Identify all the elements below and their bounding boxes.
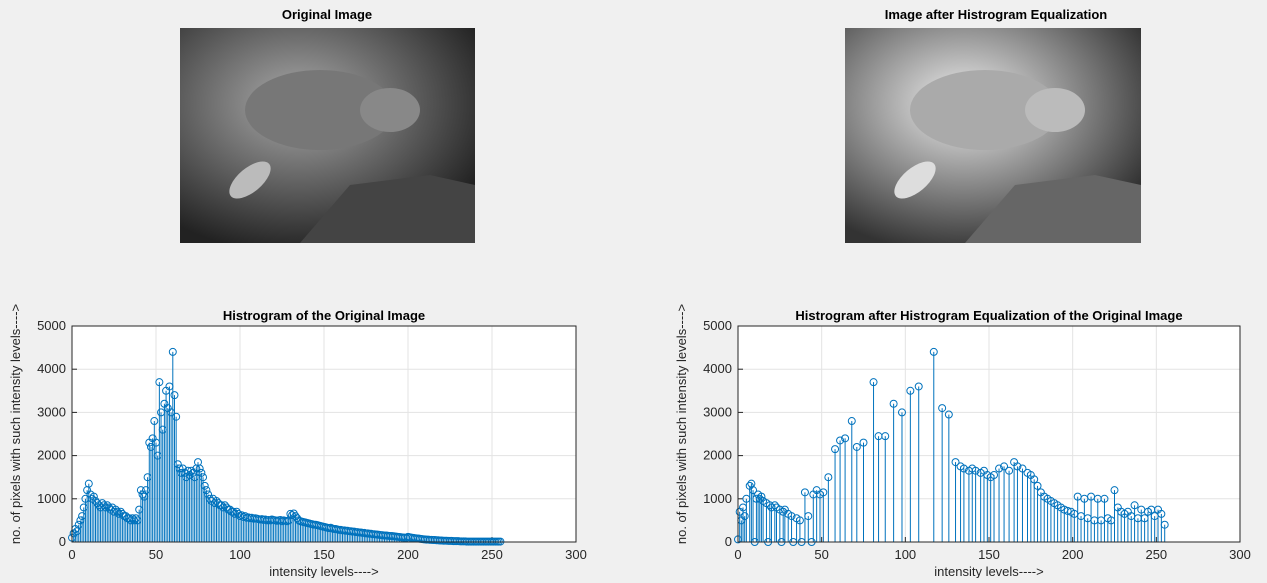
x-tick-label: 150 (978, 547, 1000, 562)
x-axis-label: intensity levels----> (934, 564, 1043, 578)
stem-marker (951, 458, 960, 467)
stem-marker (1130, 501, 1139, 510)
stem-marker (1018, 464, 1027, 473)
stem-marker (200, 481, 209, 490)
image-title: Original Image (282, 7, 372, 22)
y-tick-label: 5000 (703, 318, 732, 333)
stem-marker (168, 347, 177, 356)
stem-marker (869, 378, 878, 387)
stem-marker (795, 516, 804, 525)
stem-marker (959, 464, 968, 473)
y-tick-label: 0 (59, 534, 66, 549)
stem-marker (944, 410, 953, 419)
y-tick-label: 1000 (703, 491, 732, 506)
chart-title: Histrogram of the Original Image (223, 308, 425, 323)
image-title: Image after Histrogram Equalization (885, 7, 1108, 22)
stem-marker (1160, 520, 1169, 529)
stem-marker (831, 445, 840, 454)
stem-marker (195, 464, 204, 473)
x-tick-label: 0 (68, 547, 75, 562)
stem-marker (836, 436, 845, 445)
y-tick-label: 3000 (37, 404, 66, 419)
stem-marker (929, 347, 938, 356)
stem-marker (155, 378, 164, 387)
stem-marker (906, 386, 915, 395)
stem-marker (971, 466, 980, 475)
stem-marker (89, 492, 98, 501)
stem-marker (770, 501, 779, 510)
stem-marker (150, 417, 159, 426)
stem-marker (779, 507, 788, 516)
stem-marker (1005, 466, 1014, 475)
stem-marker (172, 412, 181, 421)
stem-marker (84, 479, 93, 488)
stem-marker (199, 473, 208, 482)
stem-marker (136, 486, 145, 495)
x-tick-label: 250 (1145, 547, 1167, 562)
stem-marker (1100, 494, 1109, 503)
stem-marker (1013, 462, 1022, 471)
y-tick-label: 4000 (37, 361, 66, 376)
stem-marker (787, 512, 796, 521)
stem-marker (173, 460, 182, 469)
stem-marker (170, 391, 179, 400)
stem-marker (178, 464, 187, 473)
x-tick-label: 150 (313, 547, 335, 562)
x-tick-label: 50 (149, 547, 163, 562)
stem-marker (1157, 509, 1166, 518)
chart-title: Histrogram after Histrogram Equalization… (795, 308, 1182, 323)
stem-marker (847, 417, 856, 426)
stem-marker (852, 442, 861, 451)
x-tick-label: 250 (481, 547, 503, 562)
x-axis-label: intensity levels----> (269, 564, 378, 578)
stem-marker (187, 466, 196, 475)
stem-marker (202, 486, 211, 495)
y-tick-label: 2000 (703, 448, 732, 463)
x-tick-label: 300 (1229, 547, 1251, 562)
y-tick-label: 3000 (703, 404, 732, 419)
stem-marker (1063, 506, 1072, 515)
stem-marker (990, 471, 999, 480)
axes-box (71, 325, 577, 543)
x-tick-label: 50 (814, 547, 828, 562)
stem-marker (204, 490, 213, 499)
axes-box (737, 325, 1241, 543)
x-tick-label: 100 (229, 547, 251, 562)
x-tick-label: 200 (1062, 547, 1084, 562)
x-tick-label: 0 (734, 547, 741, 562)
stem-marker (897, 408, 906, 417)
stem-marker (1033, 481, 1042, 490)
photo (845, 28, 1141, 243)
stem-marker (859, 438, 868, 447)
stem-marker (749, 486, 758, 495)
stem-marker (1110, 486, 1119, 495)
stem-marker (824, 473, 833, 482)
x-tick-label: 300 (565, 547, 587, 562)
y-tick-label: 2000 (37, 448, 66, 463)
stem-marker (757, 492, 766, 501)
y-tick-label: 5000 (37, 318, 66, 333)
stem-marker (841, 434, 850, 443)
y-axis-label: no. of pixels with such intensity levels… (8, 304, 23, 544)
stem-marker (819, 488, 828, 497)
stem-marker (889, 399, 898, 408)
y-axis-label: no. of pixels with such intensity levels… (674, 304, 689, 544)
stem-marker (938, 404, 947, 413)
x-tick-label: 200 (397, 547, 419, 562)
stem-marker (800, 488, 809, 497)
stem-marker (1000, 462, 1009, 471)
y-tick-label: 1000 (37, 491, 66, 506)
stem-marker (740, 512, 749, 521)
y-tick-label: 4000 (703, 361, 732, 376)
x-tick-label: 100 (894, 547, 916, 562)
stem-marker (804, 512, 813, 521)
stem-marker (914, 382, 923, 391)
stem-marker (881, 432, 890, 441)
y-tick-label: 0 (725, 534, 732, 549)
stem-marker (1030, 475, 1039, 484)
photo (180, 28, 475, 243)
stem-marker (197, 468, 206, 477)
stem-marker (995, 464, 1004, 473)
